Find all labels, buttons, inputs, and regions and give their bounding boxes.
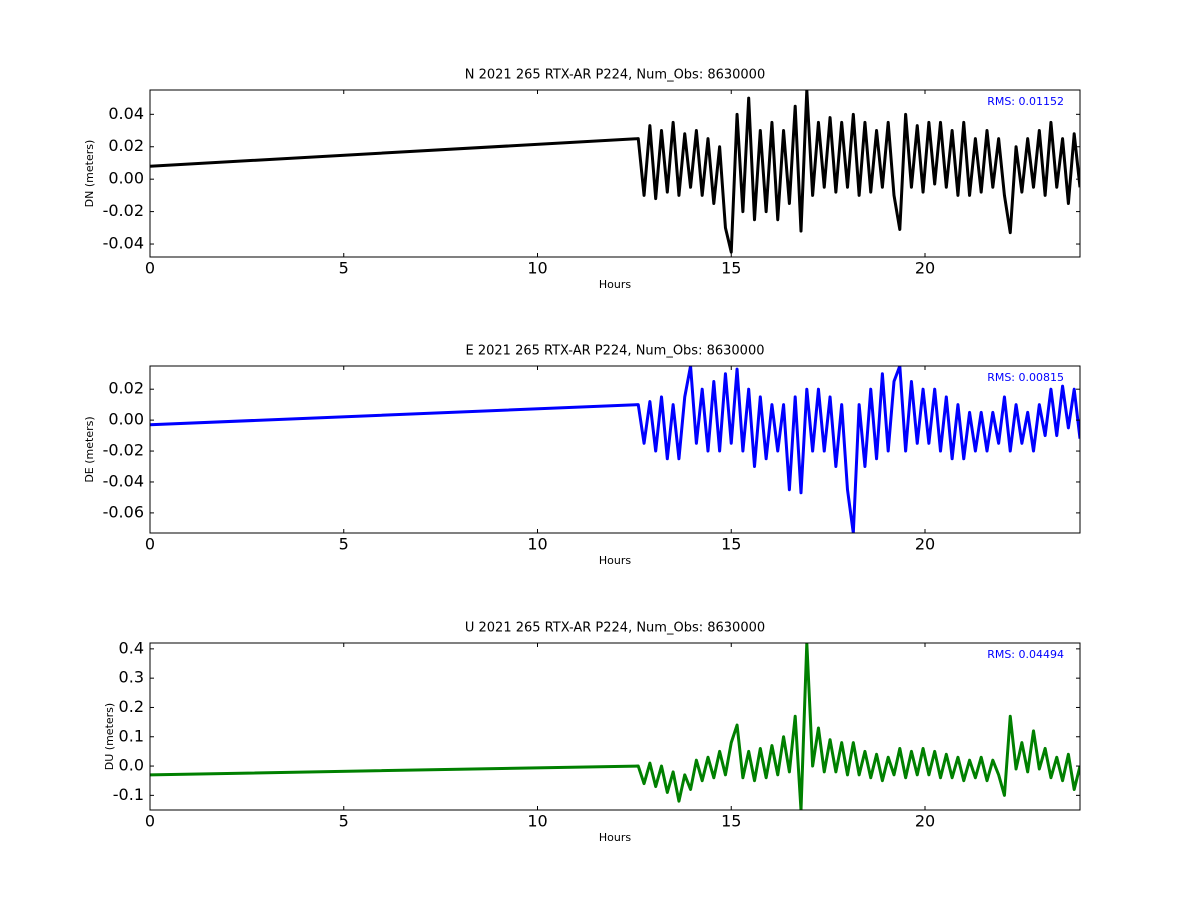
x-tick-label: 20 — [915, 259, 935, 278]
y-tick-label: 0.0 — [119, 756, 144, 775]
rms-annotation: RMS: 0.00815 — [987, 371, 1064, 384]
y-axis-label: DU (meters) — [103, 703, 116, 770]
y-tick-label: 0.00 — [108, 169, 144, 188]
rms-annotation: RMS: 0.01152 — [987, 95, 1064, 108]
x-tick-label: 0 — [145, 259, 155, 278]
x-tick-label: 20 — [915, 812, 935, 831]
data-line — [150, 90, 1080, 254]
y-tick-label: 0.02 — [108, 379, 144, 398]
axes-frame — [149, 642, 1081, 811]
x-tick-label: 10 — [527, 812, 547, 831]
x-tick-label: 5 — [339, 535, 349, 554]
y-tick-label: 0.4 — [119, 638, 144, 657]
x-tick-label: 20 — [915, 535, 935, 554]
x-tick-label: 5 — [339, 259, 349, 278]
x-tick-label: 5 — [339, 812, 349, 831]
chart-title: E 2021 265 RTX-AR P224, Num_Obs: 8630000 — [466, 344, 765, 359]
axes-background — [150, 90, 1080, 257]
y-tick-label: 0.02 — [108, 136, 144, 155]
axes-frame — [149, 365, 1081, 534]
y-tick-label: -0.04 — [103, 471, 144, 490]
x-axis-label: Hours — [599, 831, 631, 844]
y-tick-label: 0.1 — [119, 726, 144, 745]
x-tick-label: 15 — [721, 812, 741, 831]
y-tick-label: -0.06 — [103, 502, 144, 521]
subplot: 0 5 10 15 20 -0.06 -0.04 -0.02 0.00 0.02 E 2021 26… — [83, 344, 1081, 567]
y-tick-label: -0.02 — [103, 441, 144, 460]
y-axis-label: DE (meters) — [83, 416, 96, 482]
subplot: 0 5 10 15 20 -0.1 0.0 0.1 0.2 0.3 0.4 U 2021 265 RT… — [103, 621, 1081, 844]
rms-annotation: RMS: 0.04494 — [987, 648, 1064, 661]
y-tick-label: -0.02 — [103, 201, 144, 220]
y-tick-label: 0.04 — [108, 104, 144, 123]
x-axis-label: Hours — [599, 554, 631, 567]
y-tick-label: 0.2 — [119, 697, 144, 716]
y-tick-label: -0.1 — [113, 785, 144, 804]
y-tick-label: 0.3 — [119, 668, 144, 687]
x-tick-label: 10 — [527, 259, 547, 278]
axes-frame — [149, 89, 1081, 258]
x-tick-label: 15 — [721, 259, 741, 278]
y-axis-label: DN (meters) — [83, 140, 96, 208]
data-line — [150, 643, 1080, 810]
x-tick-label: 0 — [145, 535, 155, 554]
x-tick-label: 10 — [527, 535, 547, 554]
data-line — [150, 366, 1080, 533]
y-tick-label: 0.00 — [108, 410, 144, 429]
x-axis-label: Hours — [599, 278, 631, 291]
chart-title: U 2021 265 RTX-AR P224, Num_Obs: 8630000 — [465, 621, 765, 636]
x-tick-label: 0 — [145, 812, 155, 831]
x-tick-label: 15 — [721, 535, 741, 554]
y-tick-label: -0.04 — [103, 234, 144, 253]
subplot: 0 5 10 15 20 -0.04 -0.02 0.00 0.02 0.04 N 2021 265… — [83, 68, 1081, 291]
chart-title: N 2021 265 RTX-AR P224, Num_Obs: 8630000 — [465, 68, 765, 83]
axes-background — [150, 643, 1080, 810]
